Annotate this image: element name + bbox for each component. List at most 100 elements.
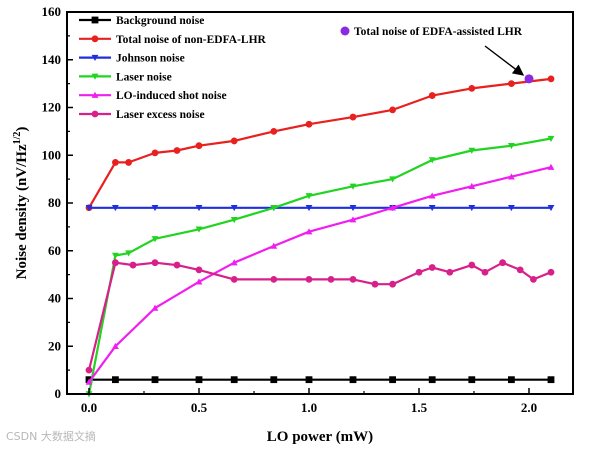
marker-triangle-down — [305, 205, 313, 212]
series-laser-excess-noise — [85, 259, 555, 374]
marker-triangle-down — [428, 157, 436, 164]
marker-circle — [112, 159, 119, 166]
marker-circle — [327, 276, 335, 283]
annotation-marker — [340, 26, 350, 36]
legend-item: Laser noise — [79, 71, 172, 83]
marker-triangle-up — [468, 182, 476, 190]
series-johnson-noise — [85, 205, 555, 212]
y-tick-label: 160 — [42, 4, 62, 19]
marker-circle — [428, 92, 436, 99]
marker-circle — [270, 127, 278, 135]
y-tick-label: 140 — [42, 52, 62, 67]
marker-circle — [270, 276, 278, 283]
y-tick-label: 60 — [48, 243, 61, 258]
marker-triangle-down — [230, 205, 238, 212]
y-tick-label: 40 — [48, 291, 61, 306]
y-tick-label: 20 — [48, 338, 61, 353]
marker-square — [112, 376, 119, 384]
marker-circle — [125, 159, 132, 166]
series-line — [88, 166, 552, 383]
x-tick-label: 1.5 — [411, 400, 428, 415]
marker-triangle-down — [547, 135, 555, 142]
series-line — [87, 137, 552, 395]
marker-circle — [230, 276, 238, 283]
marker-circle — [129, 261, 137, 269]
y-axis-title-close: ) — [14, 127, 30, 132]
legend-label: LO-induced shot noise — [116, 90, 227, 102]
marker-circle — [530, 276, 537, 283]
marker-square — [230, 376, 238, 384]
marker-triangle-down — [125, 250, 132, 257]
marker-triangle-down — [349, 183, 357, 190]
marker-triangle-down — [508, 142, 515, 150]
legend-label: Laser excess noise — [116, 109, 205, 121]
marker-triangle-up — [195, 278, 203, 285]
marker-triangle-down — [91, 73, 99, 80]
marker-circle — [91, 35, 99, 43]
series-total-noise-of-non-edfa-lhr — [85, 75, 555, 212]
marker-circle — [389, 106, 396, 114]
marker-triangle-up — [547, 163, 555, 170]
marker-circle — [428, 264, 436, 271]
y-tick-label: 80 — [48, 195, 61, 210]
marker-circle — [516, 266, 524, 274]
marker-circle — [305, 120, 313, 128]
marker-circle — [195, 142, 203, 150]
legend-item: Total noise of non-EDFA-LHR — [79, 34, 267, 46]
marker-circle — [151, 149, 159, 157]
series-laser-noise — [85, 135, 555, 398]
x-tick-label: 0.5 — [191, 400, 208, 415]
marker-triangle-down — [270, 205, 278, 212]
marker-circle — [547, 75, 555, 83]
marker-square — [305, 376, 313, 384]
legend-label: Background noise — [116, 15, 204, 27]
x-tick-label: 1.0 — [301, 400, 317, 415]
annotation-layer: Total noise of EDFA-assisted LHR — [340, 26, 534, 84]
marker-circle — [371, 280, 379, 288]
marker-triangle-up — [112, 342, 119, 349]
plot-frame — [66, 11, 574, 395]
legend-item: Laser excess noise — [79, 109, 205, 121]
series-layer — [85, 75, 555, 398]
legend-label: Johnson noise — [116, 53, 185, 65]
x-tick-label: 2.0 — [521, 400, 537, 415]
marker-triangle-up — [151, 304, 159, 311]
y-axis-title-main: Noise density (nV/Hz — [14, 144, 30, 279]
marker-circle — [468, 261, 476, 269]
marker-square — [151, 376, 159, 384]
marker-circle — [446, 268, 454, 276]
marker-circle — [173, 261, 181, 269]
axes-layer — [66, 11, 574, 395]
marker-triangle-down — [195, 226, 203, 233]
legend-label: Laser noise — [116, 71, 172, 83]
marker-triangle-down — [349, 205, 357, 212]
marker-triangle-up — [508, 173, 515, 180]
marker-circle — [508, 80, 515, 88]
watermark: CSDN 大数据文摘 — [6, 430, 96, 443]
marker-triangle-down — [547, 205, 555, 212]
legend: Background noise Total noise of non-EDFA-… — [79, 15, 267, 121]
marker-triangle-down — [468, 205, 476, 212]
marker-triangle-up — [270, 242, 278, 249]
legend-item: Johnson noise — [79, 53, 185, 65]
marker-triangle-down — [151, 205, 159, 212]
marker-square — [270, 376, 278, 384]
marker-triangle-up — [230, 259, 238, 266]
marker-circle — [85, 366, 93, 374]
marker-triangle-up — [389, 204, 396, 211]
y-axis-title: Noise density (nV/Hz1/2) — [12, 127, 30, 280]
series-lo-induced-shot-noise — [85, 163, 555, 385]
marker-triangle-down — [112, 252, 119, 259]
marker-circle — [195, 266, 203, 274]
marker-circle — [547, 268, 555, 276]
marker-circle — [349, 276, 357, 283]
marker-circle — [91, 110, 99, 118]
marker-circle — [499, 259, 506, 267]
marker-triangle-up — [428, 192, 436, 199]
marker-square — [428, 376, 436, 384]
marker-triangle-up — [85, 378, 93, 385]
marker-square — [468, 376, 476, 384]
marker-square — [195, 376, 203, 384]
legend-item: Background noise — [79, 15, 204, 27]
marker-circle — [173, 147, 181, 154]
